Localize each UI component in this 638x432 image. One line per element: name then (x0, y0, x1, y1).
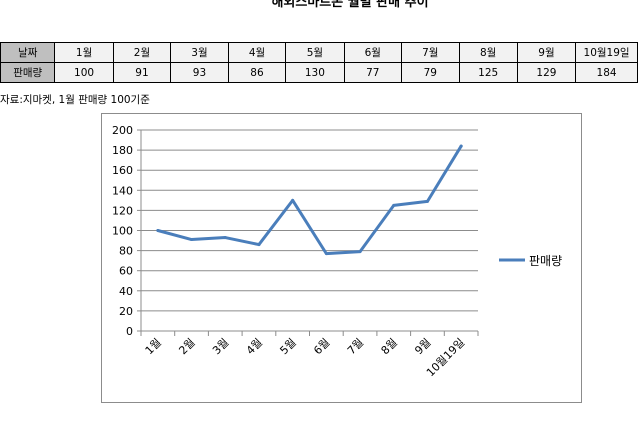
x-tick-label: 5월 (277, 336, 298, 357)
y-tick-label: 40 (119, 285, 133, 298)
chart-area (101, 113, 582, 403)
data-point (291, 198, 295, 202)
sales-cell: 86 (227, 62, 287, 83)
data-point (358, 250, 362, 254)
x-tick-label: 6월 (311, 336, 332, 357)
data-point (392, 203, 396, 207)
x-tick-label: 8월 (379, 336, 400, 357)
sales-cell: 129 (516, 62, 577, 83)
x-tick-label: 1월 (143, 336, 164, 357)
y-tick-label: 0 (126, 325, 133, 338)
sales-cell: 184 (575, 62, 638, 83)
data-point (459, 144, 463, 148)
sales-cell: 79 (401, 62, 460, 83)
month-cell: 2월 (112, 42, 172, 63)
sales-cell: 93 (170, 62, 229, 83)
y-tick-label: 180 (112, 144, 133, 157)
data-point (324, 252, 328, 256)
month-cell: 8월 (458, 42, 518, 63)
y-tick-label: 80 (119, 245, 133, 258)
data-point (156, 229, 160, 232)
series-line (156, 144, 463, 256)
x-tick-label: 2월 (176, 336, 197, 357)
y-tick-label: 20 (119, 305, 133, 318)
data-point (190, 238, 194, 242)
x-tick-label: 4월 (244, 336, 265, 357)
sales-cell: 130 (285, 62, 345, 83)
month-cell: 10월19일 (575, 42, 638, 63)
table-row: 날짜 1월 2월 3월 4월 5월 6월 7월 8월 9월 10월19일 (0, 42, 638, 63)
month-cell: 4월 (227, 42, 287, 63)
sales-cell: 77 (343, 62, 403, 83)
sales-cell: 100 (54, 62, 114, 83)
y-tick-label: 200 (112, 124, 133, 137)
y-tick-label: 120 (112, 204, 133, 217)
y-tick-label: 160 (112, 164, 133, 177)
month-cell: 5월 (285, 42, 345, 63)
data-point (425, 199, 429, 203)
legend-label: 판매량 (529, 254, 562, 268)
source-note: 자료:지마켓, 1월 판매량 100기준 (0, 94, 150, 106)
sales-cell: 91 (112, 62, 172, 83)
row-header-date: 날짜 (0, 42, 56, 63)
sales-cell: 125 (458, 62, 518, 83)
x-tick-label: 3월 (210, 336, 231, 357)
x-tick-label: 7월 (345, 336, 366, 357)
page-title: 해외스마트폰 월별 판매 추이 (271, 0, 429, 10)
data-point (223, 236, 227, 240)
y-tick-label: 60 (119, 265, 133, 278)
y-tick-label: 140 (112, 184, 133, 197)
row-header-sales: 판매량 (0, 62, 56, 83)
table-row: 판매량 100 91 93 86 130 77 79 125 129 184 (0, 62, 638, 83)
x-tick-label: 9월 (412, 336, 433, 357)
sales-table: 날짜 1월 2월 3월 4월 5월 6월 7월 8월 9월 10월19일 판매량… (0, 42, 638, 83)
y-tick-label: 100 (112, 225, 133, 238)
data-point (257, 243, 261, 247)
month-cell: 1월 (54, 42, 114, 63)
